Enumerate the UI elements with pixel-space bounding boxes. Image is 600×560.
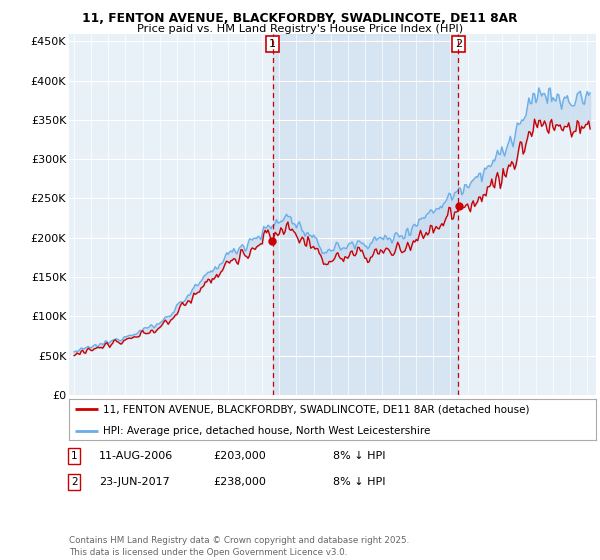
Text: 1: 1: [269, 39, 276, 49]
Text: 11-AUG-2006: 11-AUG-2006: [99, 451, 173, 461]
Text: Price paid vs. HM Land Registry's House Price Index (HPI): Price paid vs. HM Land Registry's House …: [137, 24, 463, 34]
Text: 11, FENTON AVENUE, BLACKFORDBY, SWADLINCOTE, DE11 8AR (detached house): 11, FENTON AVENUE, BLACKFORDBY, SWADLINC…: [103, 404, 530, 414]
Text: £238,000: £238,000: [213, 477, 266, 487]
Text: Contains HM Land Registry data © Crown copyright and database right 2025.
This d: Contains HM Land Registry data © Crown c…: [69, 536, 409, 557]
Text: 2: 2: [455, 39, 462, 49]
Text: 2: 2: [71, 477, 77, 487]
Text: 8% ↓ HPI: 8% ↓ HPI: [333, 477, 386, 487]
Text: 23-JUN-2017: 23-JUN-2017: [99, 477, 170, 487]
Text: 11, FENTON AVENUE, BLACKFORDBY, SWADLINCOTE, DE11 8AR: 11, FENTON AVENUE, BLACKFORDBY, SWADLINC…: [82, 12, 518, 25]
Text: £203,000: £203,000: [213, 451, 266, 461]
Bar: [272, 34, 458, 395]
Text: 1: 1: [71, 451, 77, 461]
Text: HPI: Average price, detached house, North West Leicestershire: HPI: Average price, detached house, Nort…: [103, 426, 431, 436]
Text: 8% ↓ HPI: 8% ↓ HPI: [333, 451, 386, 461]
